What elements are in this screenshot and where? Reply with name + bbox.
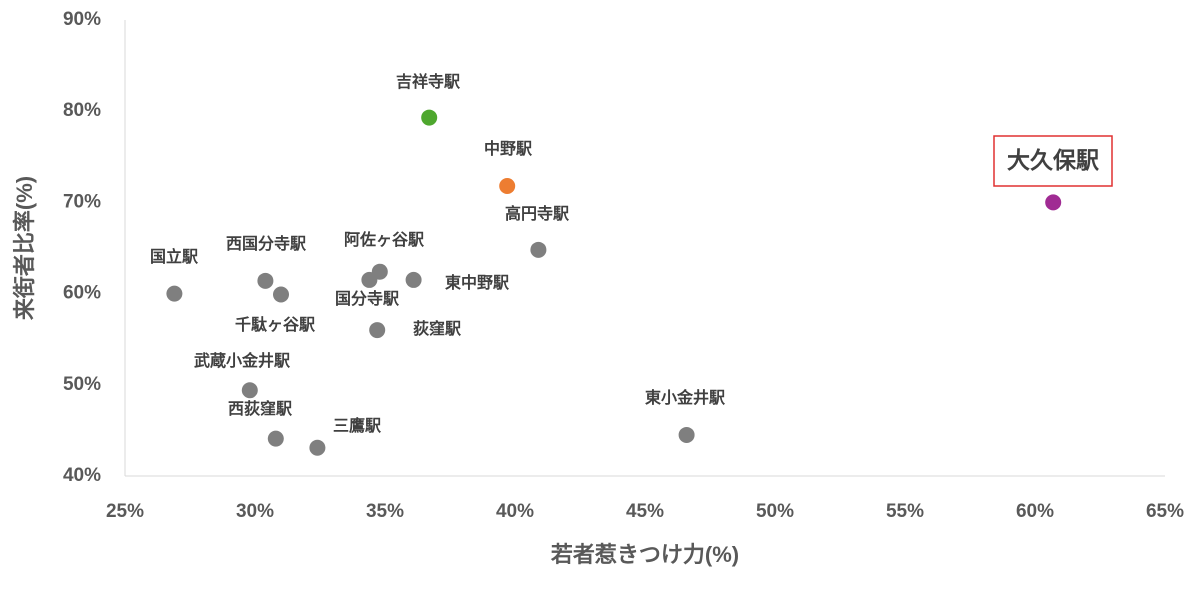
x-tick-label: 35% — [366, 501, 404, 522]
point — [309, 439, 326, 456]
x-tick-label: 45% — [626, 501, 664, 522]
y-axis-title: 来街者比率(%) — [12, 176, 37, 321]
y-tick-label: 50% — [63, 374, 101, 395]
y-tick-label: 80% — [63, 100, 101, 121]
x-tick-label: 40% — [496, 501, 534, 522]
y-tick-label: 70% — [63, 191, 101, 212]
point — [166, 285, 183, 302]
point-label: 高円寺駅 — [505, 204, 570, 223]
point-label: 国分寺駅 — [335, 289, 400, 308]
highlight-box — [993, 135, 1113, 187]
point — [678, 426, 695, 443]
point-label: 東小金井駅 — [645, 388, 726, 407]
point-label: 西荻窪駅 — [228, 399, 293, 418]
point-label: 荻窪駅 — [413, 319, 462, 338]
point — [267, 430, 284, 447]
point-label: 中野駅 — [484, 139, 533, 158]
point-label: 大久保駅 — [1007, 147, 1099, 173]
point — [530, 241, 547, 258]
point — [499, 177, 516, 194]
x-tick-label: 55% — [886, 501, 924, 522]
x-tick-label: 60% — [1016, 501, 1054, 522]
y-tick-label: 60% — [63, 283, 101, 304]
x-tick-label: 65% — [1146, 501, 1184, 522]
point-label: 東中野駅 — [445, 273, 510, 292]
point — [361, 271, 378, 288]
point — [405, 271, 422, 288]
x-tick-label: 25% — [106, 501, 144, 522]
y-tick-label: 90% — [63, 9, 101, 30]
point-label: 三鷹駅 — [333, 416, 382, 435]
point — [369, 322, 386, 339]
point — [1045, 194, 1062, 211]
point-label: 千駄ヶ谷駅 — [235, 315, 316, 334]
point — [241, 382, 258, 399]
x-tick-label: 30% — [236, 501, 274, 522]
point-label: 阿佐ヶ谷駅 — [344, 230, 425, 249]
point-label: 武蔵小金井駅 — [194, 351, 291, 370]
point-label: 国立駅 — [150, 247, 199, 266]
point — [273, 286, 289, 303]
point-label: 西国分寺駅 — [226, 234, 307, 253]
x-axis-title: 若者惹きつけ力(%) — [551, 542, 739, 567]
x-tick-label: 50% — [756, 501, 794, 522]
y-tick-label: 40% — [63, 465, 101, 486]
point-label: 吉祥寺駅 — [396, 72, 461, 91]
point — [257, 272, 274, 289]
point — [421, 109, 438, 126]
